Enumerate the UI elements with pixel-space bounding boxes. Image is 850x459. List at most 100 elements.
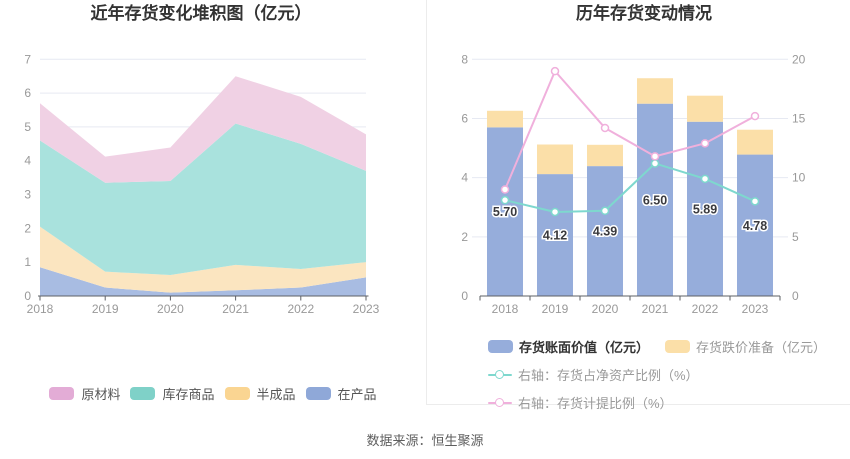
provision-ratio-label: 右轴：存货计提比例（%） [518,396,673,411]
stock-goods-swatch [130,386,156,400]
legend-item-net-asset-ratio[interactable]: 右轴：存货占净资产比例（%） [488,365,699,384]
raw-materials-swatch [49,386,75,400]
legend-item-work-in-progress[interactable]: 在产品 [305,384,377,403]
right-y-axis-label: 15 [792,111,806,125]
area-series-2[interactable] [40,123,366,276]
right-y-axis-label: 5 [792,230,799,244]
bar-value-label: 4.12 [543,229,567,243]
provision-swatch [665,340,691,353]
book-value-label: 存货账面价值（亿元） [519,340,650,355]
bar-value-label: 5.89 [693,202,717,216]
y-axis-label: 1 [24,255,31,269]
left-y-axis-label: 6 [461,111,468,125]
left-chart-legend: 原材料 库存商品 半成品 在产品 [0,384,426,403]
line-marker-0[interactable] [500,195,510,205]
right-y-axis-label: 0 [792,289,799,303]
line-marker-1[interactable] [750,111,760,121]
bar-line-plot[interactable]: 5.70 4.12 4.39 6.50 5.89 4.78 0 2 4 6 8 0 5 10 15 20 201… [427,0,850,404]
line-marker-0[interactable] [600,206,610,216]
line-marker-1[interactable] [500,185,510,194]
bar-book-value[interactable] [487,127,523,296]
legend-item-book-value[interactable]: 存货账面价值（亿元） [488,337,649,356]
bar-provision[interactable] [737,129,773,155]
right-y-axis-label: 20 [792,52,806,66]
x-axis-label: 2019 [92,302,119,316]
bar-value-label: 4.39 [593,225,617,239]
area-series-0[interactable] [40,267,366,296]
bar-provision[interactable] [537,144,573,175]
bar-book-value[interactable] [737,154,773,296]
stacked-area-plot[interactable]: 0 1 2 3 4 5 6 7 2018 2019 2020 2021 2022 2023 [0,0,426,405]
area-series-3[interactable] [40,76,366,183]
line-marker-0[interactable] [650,159,660,168]
work-in-progress-swatch [305,386,331,400]
right-legend-row-net-asset-ratio: 右轴：存货占净资产比例（%） [488,365,826,384]
area-series-1[interactable] [40,226,366,293]
y-axis-label: 2 [24,221,31,235]
x-axis-label: 2019 [542,302,569,316]
bar-provision[interactable] [637,78,673,104]
bar-value-label: 4.78 [743,219,767,233]
y-axis-label: 7 [24,52,31,66]
semi-finished-swatch [224,386,250,400]
bar-book-value[interactable] [637,103,673,297]
left-y-axis-label: 0 [461,289,468,303]
right-chart-legend: 存货账面价值（亿元） 存货跌价准备（亿元） 右轴：存货占净资产比例（%） [488,337,826,421]
right-chart-title: 历年存货变动情况 [576,4,712,23]
work-in-progress-label: 在产品 [337,386,377,402]
stacked-area-chart-panel: 近年存货变化堆积图（亿元） 0 1 2 3 4 5 6 7 2018 2019 2020 2021 20… [0,0,427,405]
line-marker-0[interactable] [550,207,560,217]
left-chart-title: 近年存货变化堆积图（亿元） [90,4,312,23]
bar-line-chart-panel: 历年存货变动情况 5.70 4.12 4.39 6.50 5.89 4.78 0 2 4 6 8 0 5… [427,0,850,411]
net-asset-ratio-line-icon [488,368,512,382]
raw-materials-label: 原材料 [81,386,121,402]
right-legend-row-bars: 存货账面价值（亿元） 存货跌价准备（亿元） [488,337,826,356]
bar-book-value[interactable] [587,166,623,296]
x-axis-label: 2023 [742,302,769,316]
line-marker-0[interactable] [700,174,710,184]
x-axis-label: 2018 [27,302,54,316]
legend-item-provision[interactable]: 存货跌价准备（亿元） [665,337,826,356]
bar-provision[interactable] [687,95,723,122]
left-y-axis-label: 4 [461,171,468,185]
book-value-swatch [488,340,513,353]
net-asset-ratio-label: 右轴：存货占净资产比例（%） [518,368,699,383]
x-axis-label: 2023 [353,302,380,316]
line-marker-1[interactable] [650,152,660,161]
right-legend-row-provision-ratio: 右轴：存货计提比例（%） [488,393,826,412]
bar-book-value[interactable] [537,174,573,296]
legend-item-semi-finished[interactable]: 半成品 [224,384,296,403]
y-axis-label: 5 [24,120,31,134]
y-axis-label: 3 [24,188,31,202]
legend-item-raw-materials[interactable]: 原材料 [49,384,120,403]
y-axis-label: 0 [24,289,31,303]
provision-label: 存货跌价准备（亿元） [696,340,827,355]
provision-ratio-line-icon [488,396,512,410]
bar-provision[interactable] [487,110,523,128]
x-axis-label: 2021 [222,302,249,316]
line-series-1[interactable] [504,70,756,190]
line-marker-0[interactable] [750,197,760,206]
semi-finished-label: 半成品 [256,386,296,402]
y-axis-label: 6 [24,86,31,100]
x-axis-label: 2020 [592,302,619,316]
left-y-axis-label: 2 [461,230,468,244]
y-axis-label: 4 [24,154,31,168]
line-marker-1[interactable] [550,66,560,76]
bar-provision[interactable] [587,144,623,167]
bar-value-label: 6.50 [643,193,667,207]
bar-book-value[interactable] [687,121,723,297]
legend-item-stock-goods[interactable]: 库存商品 [130,384,215,403]
line-marker-1[interactable] [600,123,610,133]
stock-goods-label: 库存商品 [162,386,215,402]
x-axis-label: 2022 [287,302,314,316]
line-marker-1[interactable] [700,139,710,148]
data-source-note: 数据来源：恒生聚源 [366,433,484,448]
right-y-axis-label: 10 [792,171,806,185]
x-axis-label: 2022 [692,302,719,316]
x-axis-label: 2021 [642,302,669,316]
x-axis-label: 2018 [492,302,519,316]
line-series-0[interactable] [504,162,756,213]
legend-item-provision-ratio[interactable]: 右轴：存货计提比例（%） [488,393,673,412]
bar-value-label: 5.70 [493,205,517,219]
